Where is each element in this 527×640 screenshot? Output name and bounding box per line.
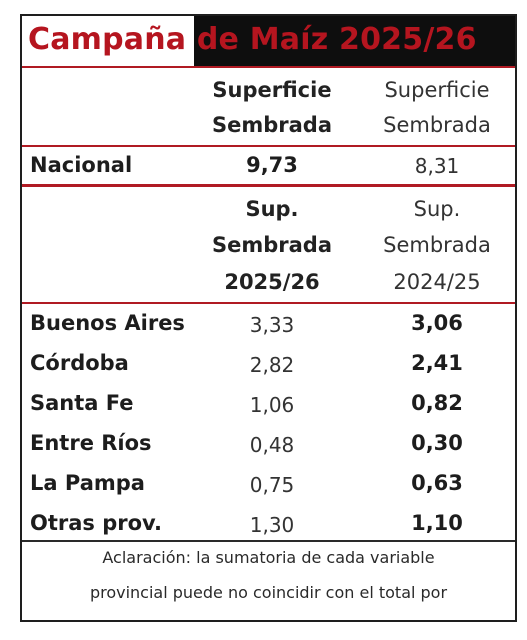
table-frame: Campaña de Maíz 2025/26 Superficie Sembr… [20, 14, 517, 622]
row-value-2024-entre-rios: 0,30 [411, 431, 463, 455]
header-bottom-col2-line3: 2024/25 [393, 270, 481, 294]
row-value-2025-cordoba: 2,82 [249, 353, 295, 377]
row-name-cordoba: Córdoba [30, 351, 129, 375]
title-rule [22, 66, 515, 68]
header-top-col1-line1: Superficie [212, 78, 332, 102]
row-value-2025-entre-rios: 0,48 [249, 433, 295, 457]
title-bar: Campaña de Maíz 2025/26 [22, 16, 515, 66]
title-bg-black [194, 16, 515, 66]
header-bottom-col1-line3: 2025/26 [224, 270, 320, 294]
row-value-2024-otras-prov: 1,10 [411, 511, 463, 535]
header-rule [22, 145, 515, 147]
row-value-2025-la-pampa: 0,75 [249, 473, 295, 497]
rows-rule [22, 302, 515, 304]
note-rule [22, 540, 515, 542]
row-value-2025-santa-fe: 1,06 [249, 393, 295, 417]
row-value-2024-buenos-aires: 3,06 [411, 311, 463, 335]
header-bottom-col2-line1: Sup. [413, 197, 461, 221]
nacional-value-2025: 9,73 [246, 153, 298, 177]
row-value-2024-la-pampa: 0,63 [411, 471, 463, 495]
header-bottom-col1-line2: Sembrada [211, 233, 332, 257]
row-name-santa-fe: Santa Fe [30, 391, 134, 415]
row-name-buenos-aires: Buenos Aires [30, 311, 185, 335]
nacional-label: Nacional [30, 153, 133, 177]
header-top-col2-line1: Superficie [384, 78, 490, 102]
row-name-la-pampa: La Pampa [30, 471, 145, 495]
row-value-2024-santa-fe: 0,82 [411, 391, 463, 415]
row-value-2025-buenos-aires: 3,33 [249, 313, 295, 337]
header-top-col1-line2: Sembrada [211, 113, 332, 137]
row-value-2024-cordoba: 2,41 [411, 351, 463, 375]
title-bg-white [22, 16, 194, 66]
nacional-value-2024: 8,31 [414, 154, 460, 178]
table-title: Campaña de Maíz 2025/26 [28, 22, 477, 57]
row-name-otras-prov: Otras prov. [30, 511, 162, 535]
note-line-2: provincial puede no coincidir con el tot… [89, 583, 448, 602]
note-line-1: Aclaración: la sumatoria de cada variabl… [102, 548, 435, 567]
header-top-col2-line2: Sembrada [383, 113, 491, 137]
row-name-entre-rios: Entre Ríos [30, 431, 152, 455]
nacional-rule [22, 184, 515, 187]
header-bottom-col1-line1: Sup. [245, 197, 299, 221]
row-value-2025-otras-prov: 1,30 [249, 513, 295, 537]
header-bottom-col2-line2: Sembrada [383, 233, 491, 257]
